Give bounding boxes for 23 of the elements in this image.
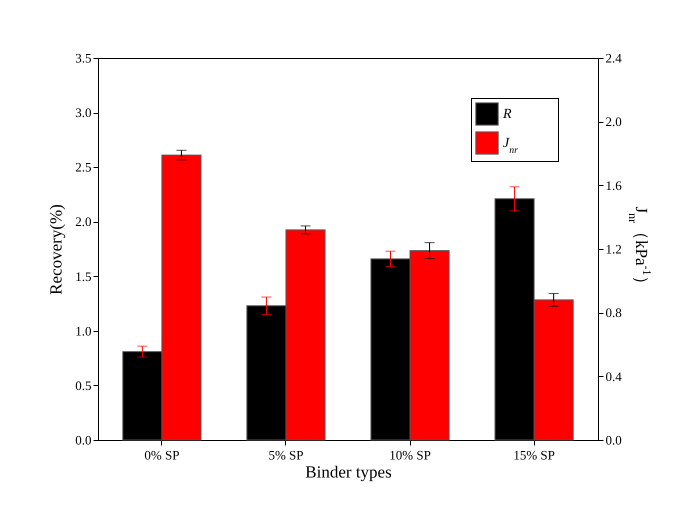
y-axis-title: Recovery(%) bbox=[46, 204, 66, 295]
legend-label: R bbox=[502, 107, 512, 122]
y2-tick-label: 2.4 bbox=[606, 50, 622, 66]
y-tick-label: 3.5 bbox=[75, 50, 92, 66]
x-tick-label: 0% SP bbox=[144, 448, 180, 462]
y2-tick-label: 0.0 bbox=[606, 432, 622, 448]
y-tick-label: 1.5 bbox=[75, 268, 92, 284]
y-tick-label: 0.0 bbox=[75, 432, 92, 448]
y-tick-label: 1.0 bbox=[75, 323, 92, 338]
y2-tick-label: 0.4 bbox=[606, 368, 622, 384]
y-tick-label: 2.0 bbox=[75, 214, 92, 230]
legend-label: J$_{nr}$ bbox=[503, 136, 518, 156]
y2-tick-label: 2.0 bbox=[606, 114, 622, 130]
y2-tick-label: 0.8 bbox=[606, 305, 622, 320]
y-tick-label: 3.0 bbox=[75, 105, 92, 120]
y2-tick-label: 1.6 bbox=[606, 178, 622, 193]
x-tick-label: 15% SP bbox=[513, 448, 555, 462]
x-tick-label: 5% SP bbox=[268, 448, 304, 462]
x-axis-title: Binder types bbox=[305, 462, 392, 482]
y2-tick-label: 1.2 bbox=[606, 242, 622, 256]
x-tick-label: 10% SP bbox=[389, 448, 431, 462]
y-tick-label: 2.5 bbox=[75, 160, 92, 175]
y-tick-label: 0.5 bbox=[75, 378, 92, 393]
